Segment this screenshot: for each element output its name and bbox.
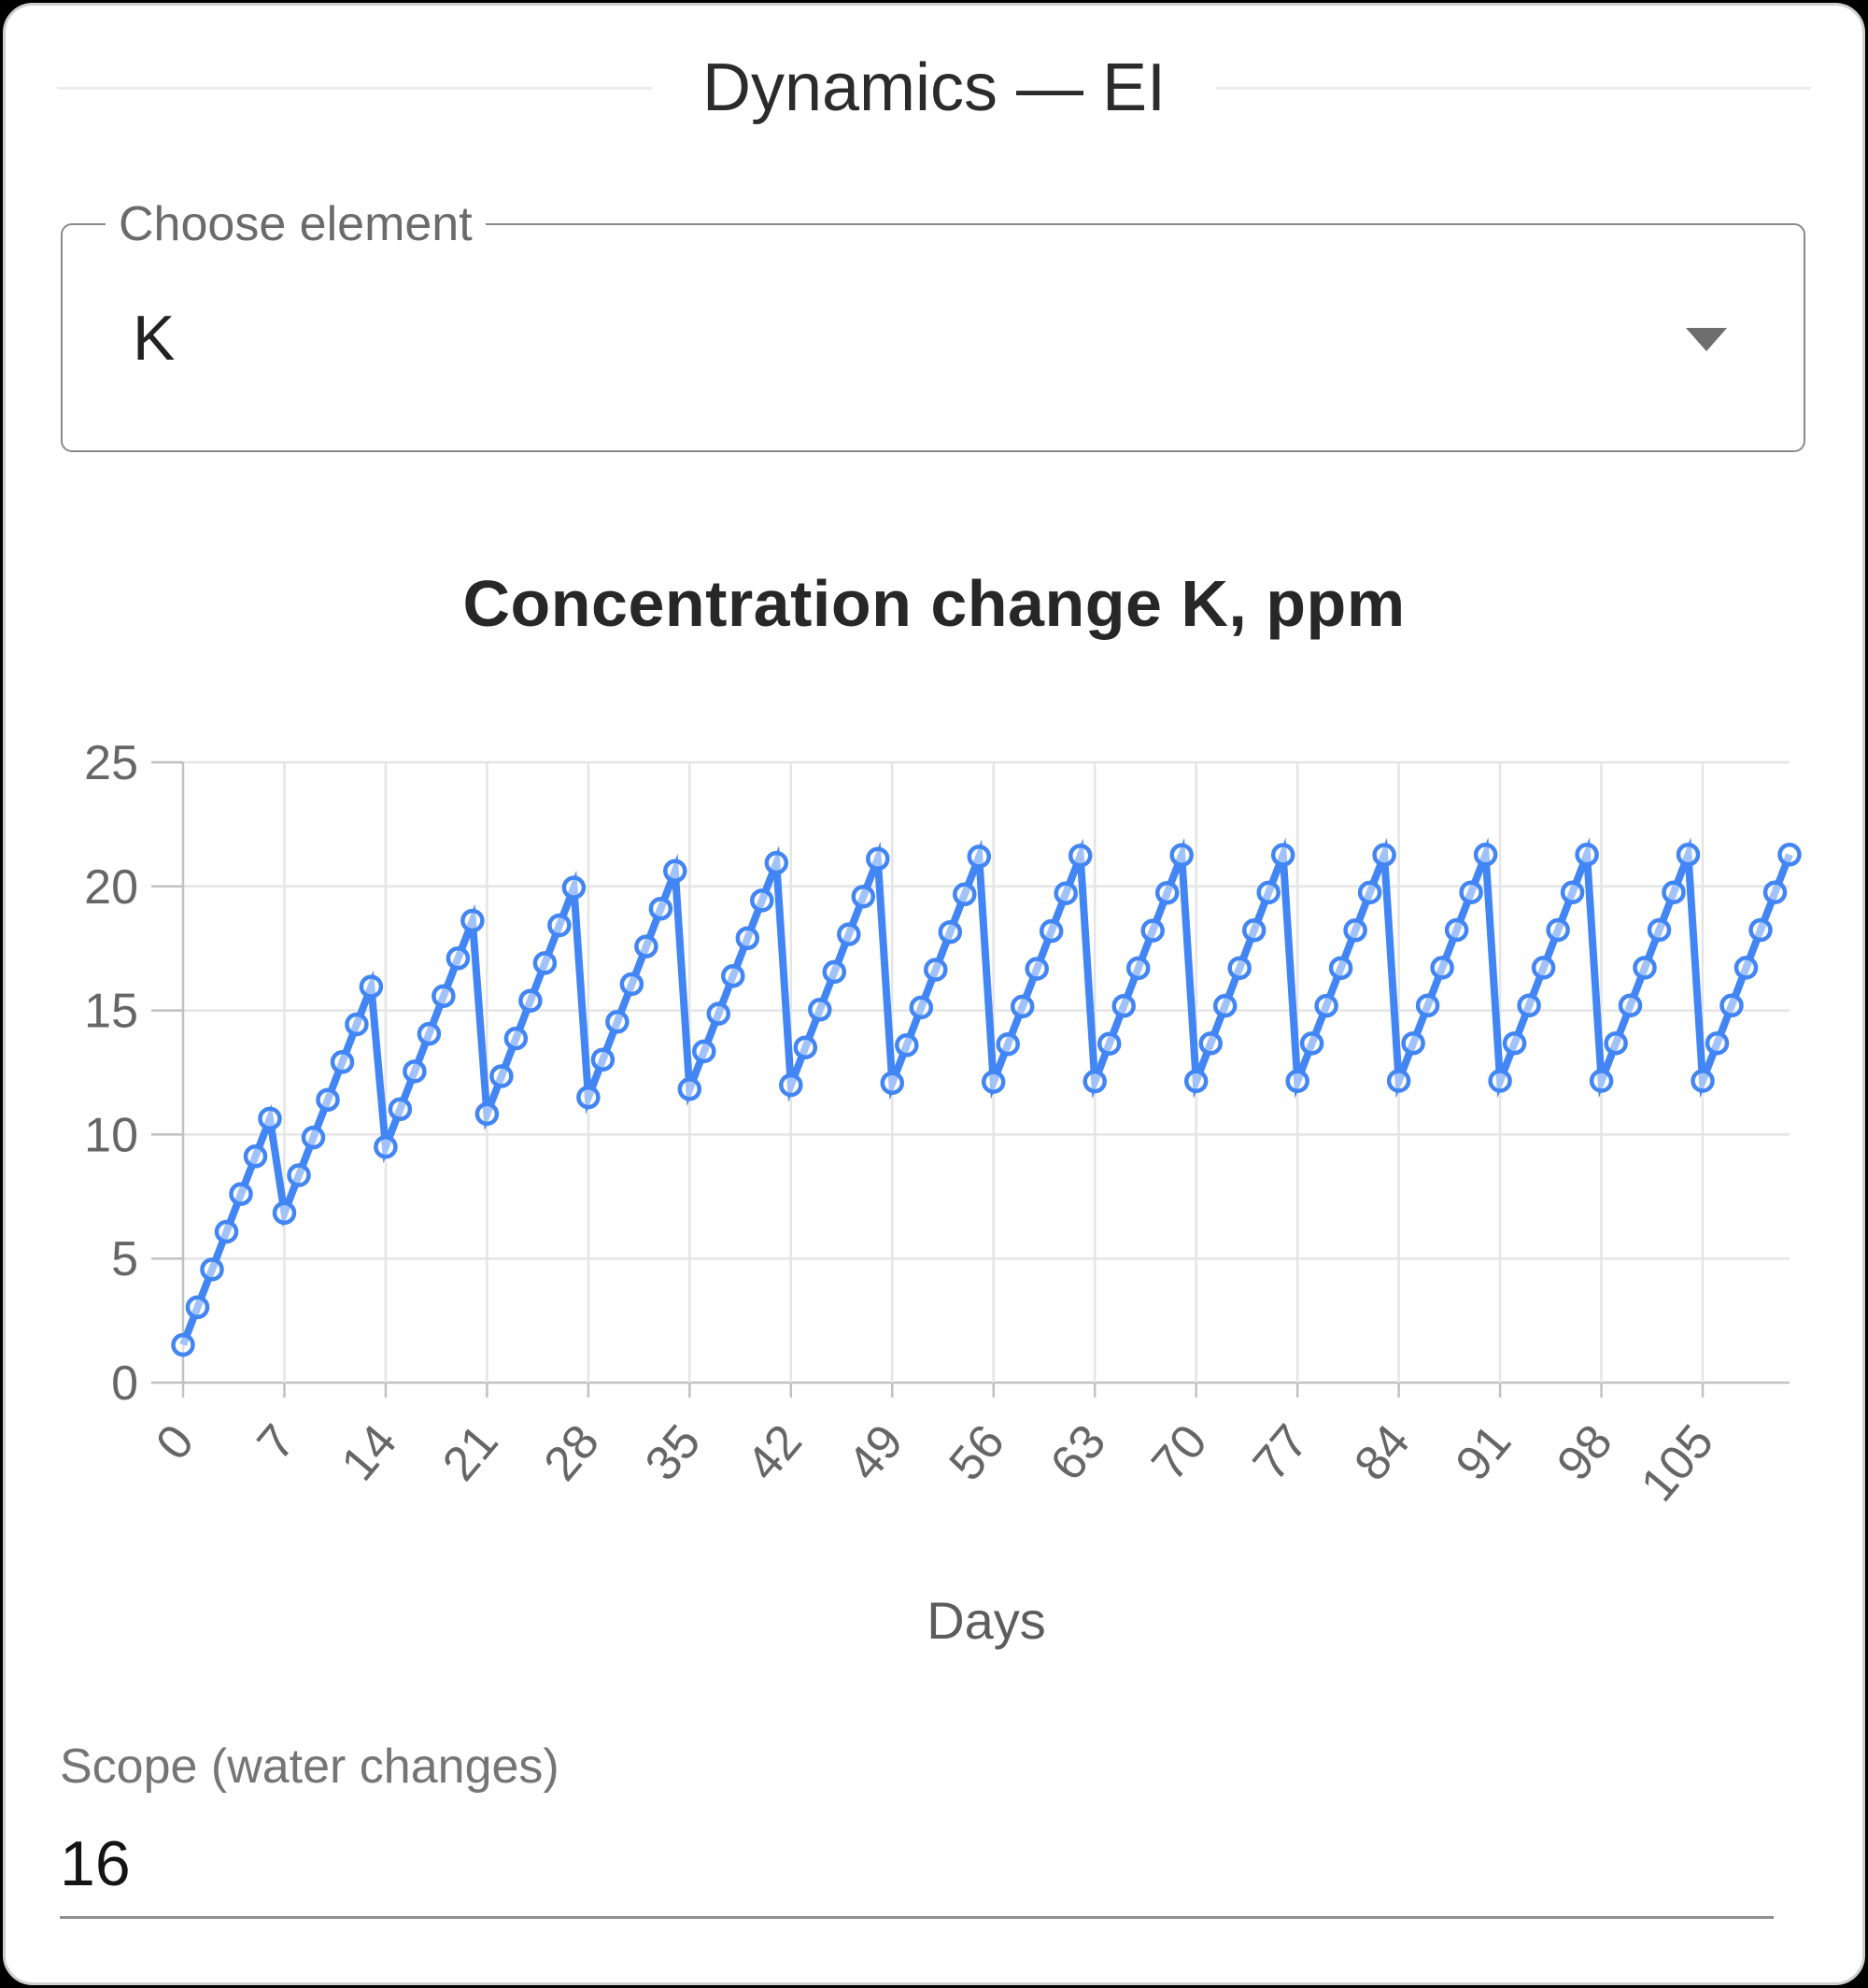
svg-text:28: 28	[533, 1414, 610, 1491]
svg-text:25: 25	[84, 736, 138, 790]
scope-input-field[interactable]: Scope (water changes) 16	[60, 1739, 1806, 1919]
svg-text:70: 70	[1141, 1414, 1218, 1491]
svg-text:49: 49	[838, 1414, 914, 1491]
page-title: Dynamics — EI	[701, 50, 1167, 125]
arrow-drop-down-icon	[1686, 327, 1727, 351]
element-select-label: Choose element	[106, 195, 486, 253]
svg-text:91: 91	[1446, 1414, 1522, 1491]
svg-text:63: 63	[1040, 1414, 1117, 1491]
svg-text:56: 56	[939, 1414, 1015, 1491]
svg-text:21: 21	[432, 1414, 509, 1491]
svg-text:15: 15	[84, 985, 138, 1039]
svg-text:84: 84	[1344, 1414, 1421, 1491]
scope-input-underline	[60, 1916, 1774, 1919]
divider-line-right	[1216, 86, 1811, 90]
chart-title: Concentration change K, ppm	[462, 567, 1406, 640]
svg-text:10: 10	[84, 1108, 138, 1162]
header-divider: Dynamics — EI	[6, 52, 1862, 123]
svg-text:20: 20	[84, 860, 138, 915]
svg-text:105: 105	[1631, 1414, 1724, 1512]
element-select[interactable]: Choose element K	[61, 195, 1805, 452]
svg-text:77: 77	[1243, 1414, 1320, 1491]
svg-text:Days: Days	[927, 1591, 1046, 1650]
svg-text:5: 5	[111, 1232, 138, 1286]
element-select-value: K	[133, 302, 176, 374]
svg-text:42: 42	[736, 1414, 813, 1491]
card: Dynamics — EI Choose element K Concentra…	[3, 3, 1865, 1985]
svg-text:0: 0	[111, 1356, 138, 1411]
svg-text:35: 35	[635, 1414, 712, 1491]
divider-line-left	[57, 86, 652, 90]
chart-canvas[interactable]: 0 5 10 15 20 25 0 7 14 21 28 35 42 49 56 63 70 77 84 91 98 10…	[6, 702, 1868, 1692]
svg-text:14: 14	[332, 1414, 408, 1491]
scope-input-value[interactable]: 16	[60, 1828, 131, 1899]
svg-text:0: 0	[146, 1414, 205, 1470]
scope-input-label: Scope (water changes)	[60, 1740, 559, 1794]
svg-text:98: 98	[1547, 1414, 1623, 1491]
svg-text:7: 7	[248, 1414, 306, 1470]
